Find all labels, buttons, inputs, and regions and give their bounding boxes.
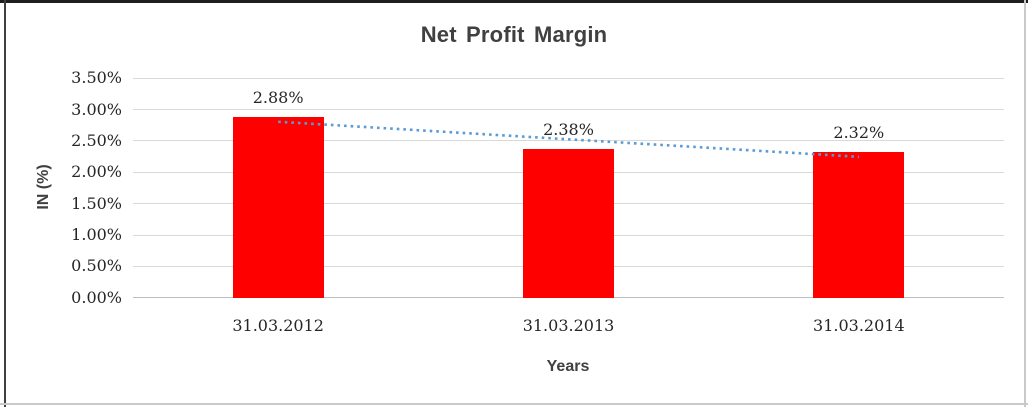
x-tick-label: 31.03.2013 [522, 316, 615, 335]
y-tick-label: 3.50% [71, 68, 122, 88]
x-axis-title: Years [546, 358, 590, 375]
data-label: 2.38% [543, 119, 594, 139]
y-tick-label: 1.50% [71, 193, 122, 213]
frame-border-bottom [0, 403, 1028, 405]
x-tick-label: 31.03.2012 [232, 316, 324, 335]
gridline [133, 77, 1004, 79]
bar-31.03.2014 [813, 152, 905, 298]
data-label: 2.32% [833, 123, 885, 143]
y-tick-label: 0.50% [71, 256, 122, 276]
frame-border-top [0, 0, 1028, 3]
y-tick-label: 1.00% [71, 225, 122, 244]
bar-31.03.2012 [232, 117, 324, 298]
y-tick-label: 2.50% [71, 130, 122, 150]
y-tick-label: 3.00% [71, 99, 122, 119]
y-tick-label: 0.00% [71, 287, 122, 307]
gridline [133, 109, 1004, 111]
data-label: 2.88% [252, 88, 304, 108]
y-tick-label: 2.00% [71, 162, 122, 182]
chart-title: Net Profit Margin [420, 22, 608, 47]
y-axis-title: IN (%) [35, 164, 52, 210]
x-axis-line [133, 297, 1004, 299]
bar-31.03.2013 [523, 148, 614, 298]
frame-border-right [1024, 0, 1026, 407]
frame-border-left [4, 0, 6, 407]
x-tick-label: 31.03.2014 [813, 316, 905, 335]
